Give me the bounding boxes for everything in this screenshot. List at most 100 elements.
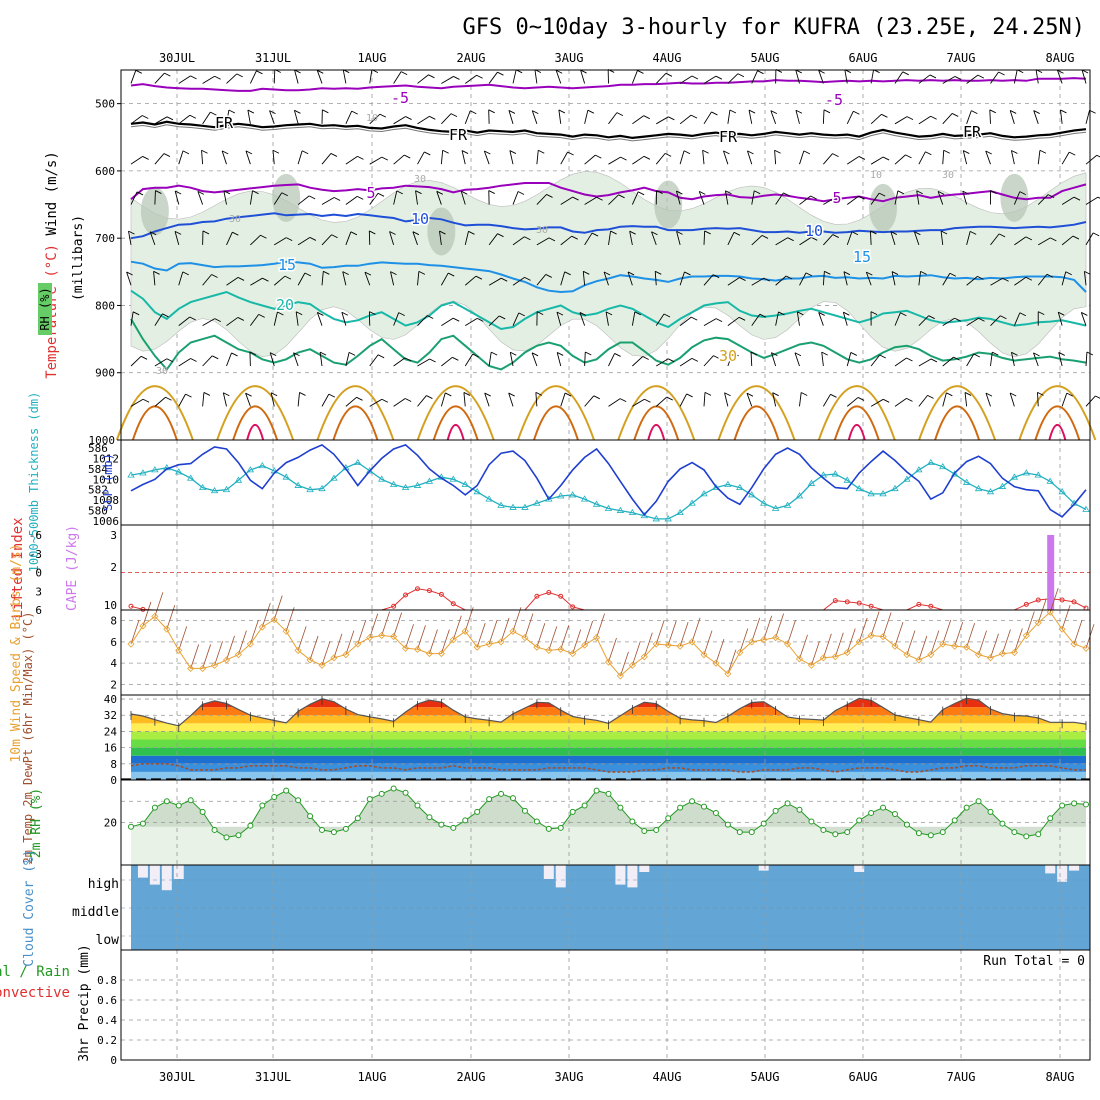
wind-barb <box>274 237 287 246</box>
wind-barb <box>149 231 156 246</box>
wind-barb <box>774 150 777 165</box>
wind-speed-point <box>318 661 326 669</box>
rh-point <box>784 800 791 807</box>
wind-barb-flag <box>418 270 426 275</box>
wind-barb <box>846 231 853 246</box>
wind-tick-label: 8 <box>110 615 117 628</box>
wind-barb-flag <box>166 116 174 121</box>
cloud-gap <box>543 865 554 879</box>
wind-barb-flag <box>977 275 984 280</box>
isotherm-30 <box>115 385 194 441</box>
thickness-point <box>151 466 159 473</box>
wind-speed-point <box>927 651 935 659</box>
wind-barb <box>751 277 765 286</box>
isotherm-35 <box>633 405 680 441</box>
wind-barb <box>962 190 968 205</box>
wind-barb-flag <box>1072 235 1080 240</box>
wind-barb <box>221 150 227 165</box>
wind-barb <box>870 398 884 407</box>
date-label-top: 2AUG <box>457 51 486 65</box>
wind-barb <box>319 352 323 367</box>
wind-barb-flag <box>927 394 934 399</box>
wind-barb <box>1061 196 1075 205</box>
wind-barb <box>1085 196 1099 205</box>
wind-barb <box>345 396 357 407</box>
wind-speed-point <box>485 640 493 648</box>
wind-speed-point <box>354 640 362 648</box>
wind-barb-flag <box>508 110 516 114</box>
wind-barb <box>531 352 538 367</box>
wind-barb-flag <box>369 230 376 235</box>
wind-barb-flag <box>165 396 172 401</box>
contour-label: 5 <box>832 189 841 207</box>
wind-barb-flag <box>830 393 837 398</box>
chart-title: GFS 0~10day 3-hourly for KUFRA (23.25E, … <box>462 15 1085 40</box>
isotherm-5 <box>130 182 1087 203</box>
date-label-bottom: 3AUG <box>555 1070 584 1084</box>
wind-barb-flag <box>882 156 890 161</box>
wind-barb-flag <box>269 110 276 115</box>
surface-wind-barb <box>1013 628 1023 653</box>
wind-barb <box>703 111 712 125</box>
thickness-point <box>688 499 696 506</box>
surface-wind-barb <box>238 630 247 655</box>
wind-speed-point <box>903 651 911 659</box>
wind-barb <box>178 358 191 367</box>
wind-barb-flag <box>1057 69 1064 74</box>
wind-barb <box>608 398 621 407</box>
wind-barb-flag <box>309 237 317 241</box>
contour-label: 5 <box>366 184 375 202</box>
surface-wind-barb <box>691 617 701 643</box>
isotherm-35 <box>533 405 579 441</box>
slp-label: SLP (mb) <box>101 453 115 511</box>
contour-label: 10 <box>805 222 823 240</box>
wind-barb <box>608 194 619 205</box>
surface-wind-barb <box>166 604 176 630</box>
wind-barb <box>536 150 539 165</box>
thickness-point <box>127 471 135 478</box>
rh-contour-label: 30 <box>229 214 241 225</box>
wind-barb-flag <box>616 112 624 117</box>
rh-point <box>796 806 803 813</box>
contour-label: FR <box>449 126 468 144</box>
precip-tick-label: 0.8 <box>97 974 117 987</box>
thickness-point <box>568 491 577 498</box>
wind-barb-flag <box>925 151 932 156</box>
wind-barb <box>369 354 379 367</box>
cloud-label: Cloud Cover (%) <box>22 849 37 966</box>
wind-barb <box>389 231 395 246</box>
wind-barb <box>747 150 753 165</box>
wind-barb <box>605 311 609 326</box>
rh-shading <box>130 171 1087 358</box>
wind-barb-flag <box>545 274 552 278</box>
wind-barb-flag <box>905 154 912 159</box>
wind-barb <box>464 275 477 286</box>
wind-barb <box>249 70 257 84</box>
thickness-point <box>186 474 195 481</box>
wind-barb <box>772 392 777 407</box>
isotherm-10 <box>130 212 1087 240</box>
wind-barb-flag <box>811 236 818 241</box>
precip-tick-label: 0.6 <box>97 994 117 1007</box>
cloud-gap <box>555 865 566 888</box>
wind-barb-flag <box>666 396 673 401</box>
wind-barb <box>656 116 669 125</box>
surface-wind-barb <box>405 624 414 649</box>
isotherm-35 <box>833 405 880 441</box>
wind-barb-flag <box>591 232 599 237</box>
wind-barb-flag <box>637 70 644 74</box>
wind-speed-point <box>569 649 577 658</box>
rh-tick-label: 20 <box>104 817 117 830</box>
wind-barb <box>1037 274 1048 286</box>
wind-barb <box>989 109 991 124</box>
li-tick-label: 0 <box>35 567 42 580</box>
wind-barb <box>584 395 595 407</box>
wind-barb-flag <box>783 192 790 197</box>
thickness-point <box>557 492 565 499</box>
surface-wind-barb <box>178 626 188 651</box>
wind-barb-flag <box>906 116 914 121</box>
wind-speed-point <box>390 632 398 641</box>
wind-speed-point <box>1034 619 1042 627</box>
wind-barb-flag <box>333 197 341 201</box>
wind-barb-flag <box>189 114 197 119</box>
